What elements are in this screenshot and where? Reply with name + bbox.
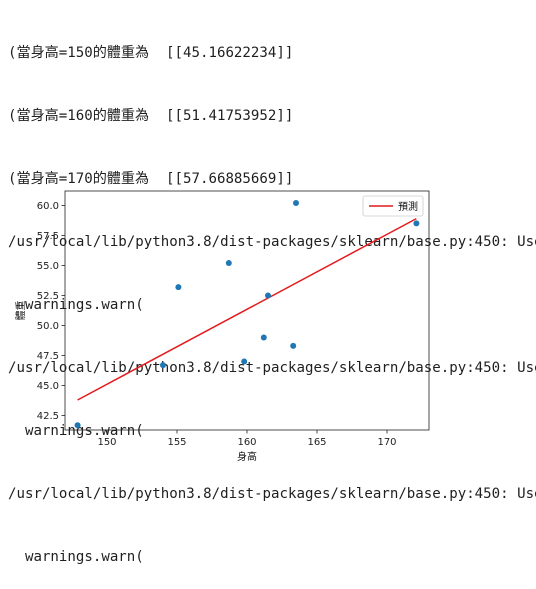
x-tick-label: 160 xyxy=(237,437,256,448)
legend: 預測 xyxy=(362,195,424,217)
points-layer xyxy=(74,200,420,429)
regression-line xyxy=(77,217,417,401)
y-tick-label: 47.5 xyxy=(37,351,59,362)
y-tick-label: 52.5 xyxy=(37,291,59,302)
y-axis-label: 體重 xyxy=(14,301,27,321)
data-point xyxy=(260,334,267,341)
data-point xyxy=(74,422,81,429)
x-tick-label: 155 xyxy=(167,437,186,448)
warning-line: warnings.warn( xyxy=(8,549,144,565)
data-point xyxy=(160,362,166,369)
scatter-chart: 150 155 160 165 170 42.5 45.0 47.5 50.0 52.5 55.0 5… xyxy=(14,190,430,463)
data-point xyxy=(241,358,248,365)
warning-line: /usr/local/lib/python3.8/dist-packages/s… xyxy=(8,360,536,376)
warning-line: /usr/local/lib/python3.8/dist-packages/s… xyxy=(8,486,536,502)
x-tick-label: 165 xyxy=(307,437,326,448)
data-point xyxy=(175,284,182,291)
data-point xyxy=(413,220,420,227)
data-point xyxy=(265,292,271,299)
y-tick-label: 57.5 xyxy=(37,231,59,242)
y-tick-label: 45.0 xyxy=(37,381,59,392)
warning-line: warnings.warn( xyxy=(8,423,144,439)
y-tick-label: 50.0 xyxy=(37,321,59,332)
x-tick-label: 170 xyxy=(377,437,396,448)
scatter-figure: 150 155 160 165 170 42.5 45.0 47.5 50.0 52.5 55.0 5… xyxy=(0,189,536,473)
data-point xyxy=(290,342,297,349)
y-tick-label: 42.5 xyxy=(37,411,59,422)
y-tick-label: 60.0 xyxy=(37,201,59,212)
data-point xyxy=(293,200,299,207)
output-line: (當身高=160的體重為 [[51.41753952]] xyxy=(8,108,294,124)
output-line: (當身高=170的體重為 [[57.66885669]] xyxy=(8,171,294,187)
plot-area xyxy=(64,190,430,431)
warning-line: warnings.warn( xyxy=(8,297,144,313)
x-axis-label: 身高 xyxy=(237,450,257,463)
x-tick-label: 150 xyxy=(97,437,116,448)
y-tick-label: 55.0 xyxy=(37,261,59,272)
output-line: (當身高=150的體重為 [[45.16622234]] xyxy=(8,45,294,61)
warning-line: /usr/local/lib/python3.8/dist-packages/s… xyxy=(8,234,536,250)
data-point xyxy=(225,260,232,267)
tick-layer: 150 155 160 165 170 42.5 45.0 47.5 50.0 52.5 55.0 5… xyxy=(37,201,397,448)
legend-label: 預測 xyxy=(398,200,418,213)
